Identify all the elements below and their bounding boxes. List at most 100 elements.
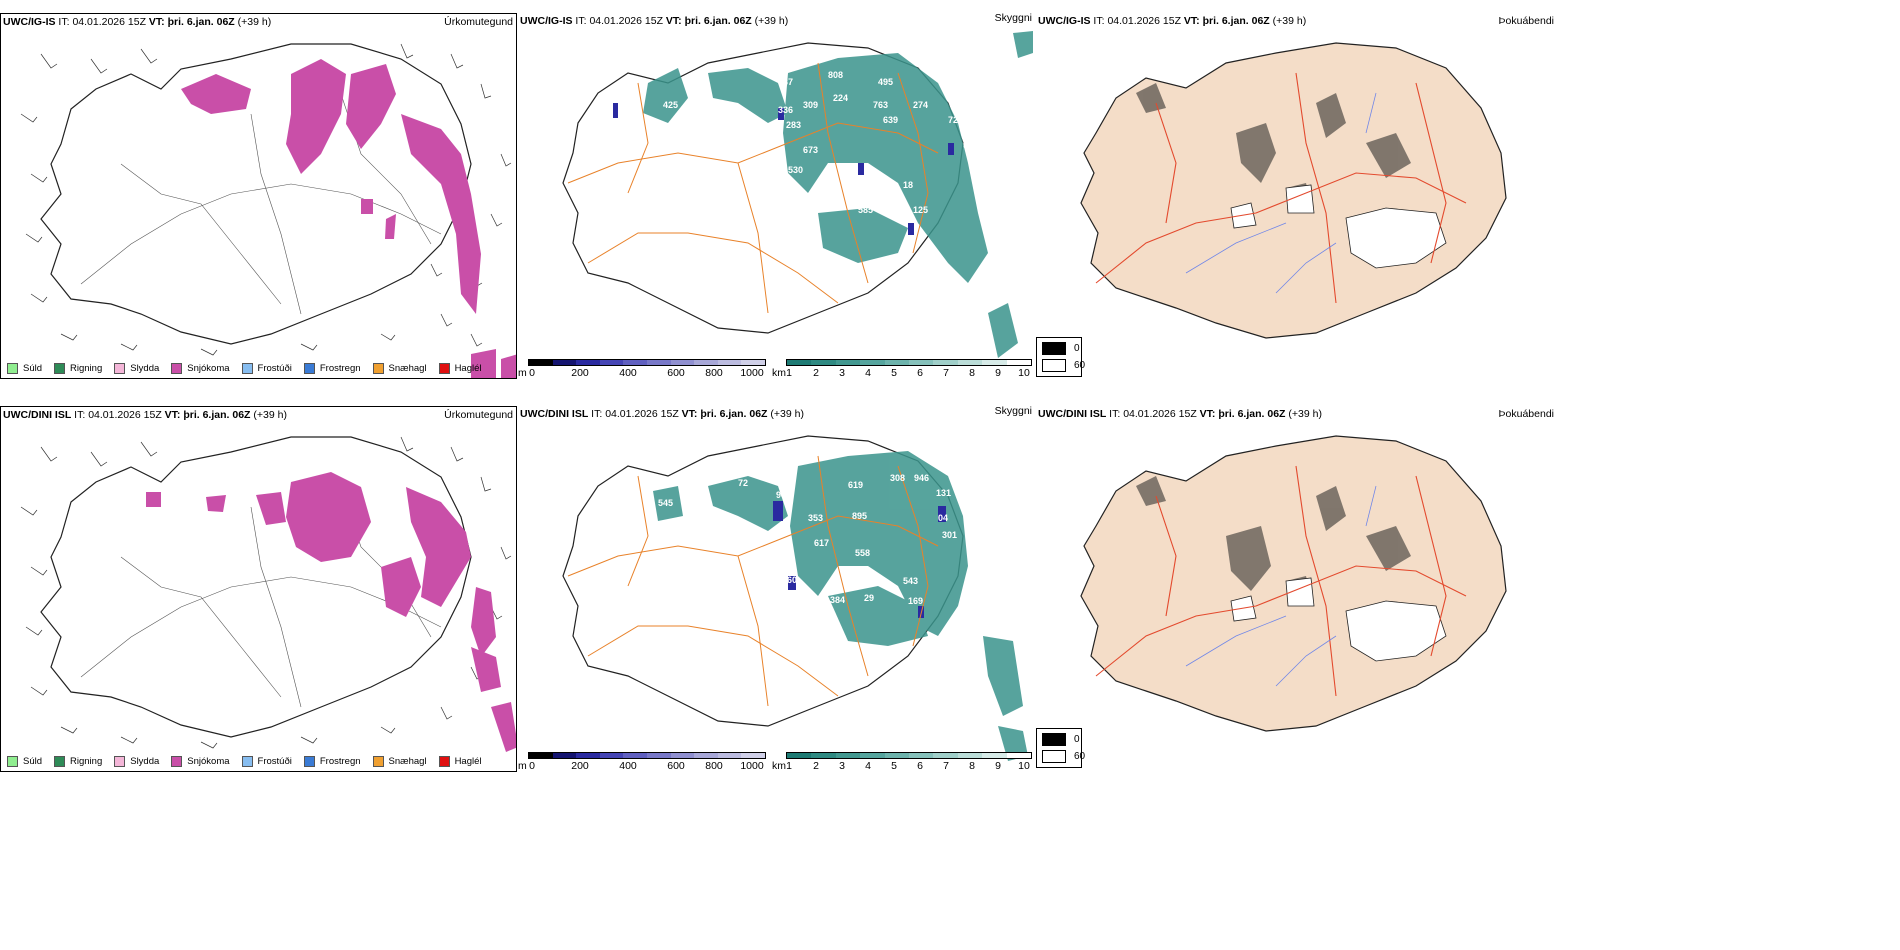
map-label: 895 <box>852 511 867 521</box>
legend-item: Frostregn <box>303 756 361 767</box>
roads <box>1095 72 1467 304</box>
visibility-areas <box>653 451 1028 761</box>
map-label: 301 <box>942 530 957 540</box>
legend-item: Snjókoma <box>171 756 230 767</box>
map-label: 131 <box>936 488 951 498</box>
panel-header: UWC/IG-IS IT: 04.01.2026 15Z VT: þri. 6.… <box>520 15 789 27</box>
map-label: 585 <box>858 205 873 215</box>
map-label: 309 <box>803 100 818 110</box>
cloud-base-spots <box>773 501 946 618</box>
fog-shading <box>1136 83 1411 208</box>
glaciers <box>1230 577 1447 662</box>
map-label: 946 <box>914 473 929 483</box>
legend-item: Snjókoma <box>171 363 230 374</box>
rivers <box>1185 92 1377 294</box>
precip-map-ig <box>20 43 516 378</box>
glaciers <box>1230 184 1447 269</box>
panel-header: UWC/DINI ISL IT: 04.01.2026 15Z VT: þri.… <box>1038 408 1322 420</box>
panel-kind: Skyggni <box>994 406 1032 417</box>
map-label: 545 <box>658 498 673 508</box>
map-label: 558 <box>855 548 870 558</box>
legend-item: Súld <box>7 756 42 767</box>
map-label: 967 <box>963 140 978 150</box>
fog-map-dini <box>1080 435 1507 732</box>
visibility-value-labels: 425 864 837 808 495 224 336 309 763 639 … <box>663 70 978 215</box>
map-label: 673 <box>803 145 818 155</box>
visibility-map-dini: 545 72 504 94 619 308 946 131 353 895 04… <box>562 435 1028 761</box>
map-label: 169 <box>908 596 923 606</box>
map-label: 18 <box>903 180 913 190</box>
colorbar-unit: km <box>772 760 786 772</box>
legend-item: Haglél <box>438 756 482 767</box>
visibility-colorbar: km 1 2 3 4 5 6 7 8 9 10 <box>772 752 1036 772</box>
map-label: 864 <box>688 80 703 90</box>
map-label: 308 <box>890 473 905 483</box>
legend-item: Rigning <box>54 363 102 374</box>
precip-legend: Súld Rigning Slydda Snjókoma Frostúði Fr… <box>7 363 482 374</box>
panel-header: UWC/IG-IS IT: 04.01.2026 15Z VT: þri. 6.… <box>1038 15 1307 27</box>
map-label: 619 <box>848 480 863 490</box>
legend-item: Frostregn <box>303 363 361 374</box>
visibility-value-labels: 545 72 504 94 619 308 946 131 353 895 04… <box>658 470 957 606</box>
roads <box>1095 465 1467 697</box>
precip-map-dini <box>20 436 516 752</box>
fog-legend: 0 60 <box>1036 337 1085 377</box>
map-label: 04 <box>938 513 948 523</box>
precip-type-panel-ig: UWC/IG-IS IT: 04.01.2026 15Z VT: þri. 6.… <box>0 13 517 379</box>
map-label: 543 <box>903 576 918 586</box>
colorbar-unit: m <box>518 760 527 772</box>
map-label: 283 <box>786 120 801 130</box>
map-label: 72 <box>738 478 748 488</box>
cloud-base-spots <box>613 103 954 235</box>
map-label: 725 <box>948 115 963 125</box>
iceland-outline <box>562 42 964 334</box>
panel-kind: Þokuábendi <box>1498 408 1554 420</box>
legend-item: Frostúði <box>241 363 292 374</box>
legend-item: Snæhagl <box>372 756 427 767</box>
fog-index-panel-dini: UWC/DINI ISL IT: 04.01.2026 15Z VT: þri.… <box>1036 406 1556 772</box>
roads <box>567 62 939 314</box>
fog-legend: 0 60 <box>1036 728 1085 768</box>
map-label: 808 <box>828 70 843 80</box>
map-label: 29 <box>864 593 874 603</box>
snow-areas <box>181 59 516 378</box>
colorbar-unit: km <box>772 367 786 379</box>
colorbar-strip <box>528 359 766 366</box>
snow-areas <box>146 472 516 752</box>
colorbar-strip <box>528 752 766 759</box>
precip-legend: Súld Rigning Slydda Snjókoma Frostúði Fr… <box>7 756 482 767</box>
panel-header: UWC/DINI ISL IT: 04.01.2026 15Z VT: þri.… <box>520 408 804 420</box>
map-label: 3 <box>758 180 763 190</box>
map-label: 353 <box>808 513 823 523</box>
visibility-map-ig: 425 864 837 808 495 224 336 309 763 639 … <box>562 31 1033 358</box>
panel-header: UWC/DINI ISL IT: 04.01.2026 15Z VT: þri.… <box>3 409 287 421</box>
wind-barbs <box>20 436 512 749</box>
map-label: 125 <box>913 205 928 215</box>
map-label: 617 <box>814 538 829 548</box>
map-label: 160 <box>782 575 797 585</box>
legend-item: Frostúði <box>241 756 292 767</box>
map-label: 495 <box>878 77 893 87</box>
cloud-base-colorbar: m 0 200 400 600 800 1000 <box>518 359 768 379</box>
map-label: 425 <box>663 100 678 110</box>
visibility-panel-dini: 545 72 504 94 619 308 946 131 353 895 04… <box>518 406 1036 772</box>
visibility-panel-ig: 425 864 837 808 495 224 336 309 763 639 … <box>518 13 1036 379</box>
roads <box>567 455 939 707</box>
panel-header: UWC/IG-IS IT: 04.01.2026 15Z VT: þri. 6.… <box>3 16 272 28</box>
map-label: 530 <box>788 165 803 175</box>
panel-kind: Þokuábendi <box>1498 15 1554 27</box>
legend-item: Rigning <box>54 756 102 767</box>
fog-map-ig <box>1080 42 1507 339</box>
legend-item: Súld <box>7 363 42 374</box>
iceland-outline <box>40 436 472 738</box>
legend-item: Slydda <box>114 363 159 374</box>
map-label: 504 <box>761 470 776 480</box>
map-label: 224 <box>833 93 848 103</box>
map-label: 94 <box>776 490 786 500</box>
colorbar-strip <box>786 359 1032 366</box>
map-label: 763 <box>873 100 888 110</box>
colorbar-unit: m <box>518 367 527 379</box>
panel-kind: Úrkomutegund <box>444 16 513 28</box>
map-label: 639 <box>883 115 898 125</box>
rivers <box>1185 485 1377 687</box>
